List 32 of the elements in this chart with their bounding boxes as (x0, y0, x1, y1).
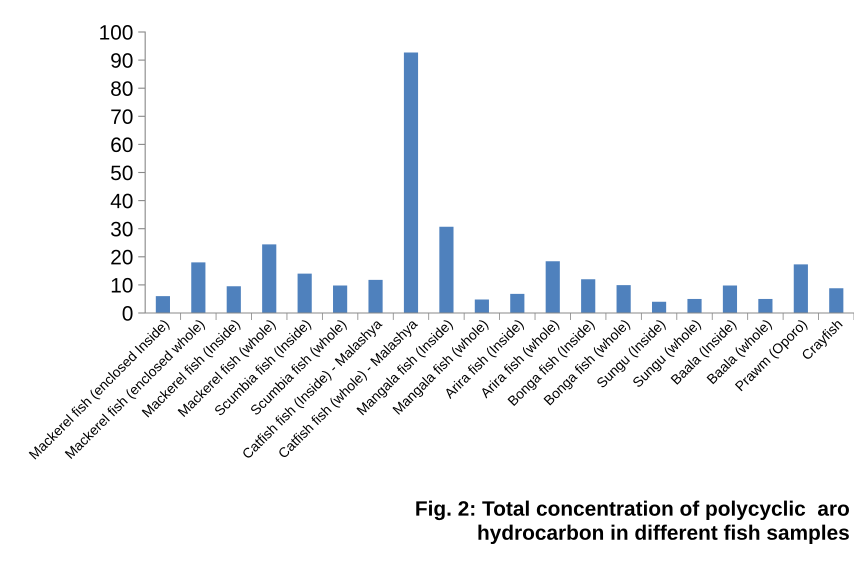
bar (829, 288, 844, 313)
bar (404, 52, 418, 313)
bar (191, 262, 206, 313)
bar (368, 280, 383, 313)
y-tick-label: 20 (111, 250, 133, 265)
y-tick-label: 70 (111, 109, 133, 124)
bar (794, 264, 808, 313)
bar (439, 226, 454, 313)
bar (262, 244, 276, 313)
bar (546, 261, 560, 313)
bar (758, 298, 772, 313)
bar (226, 286, 241, 313)
y-tick-label: 100 (100, 25, 133, 40)
bar (616, 285, 631, 313)
bar (687, 298, 702, 313)
bar (333, 285, 348, 313)
bar (156, 296, 170, 313)
y-tick-label: 80 (111, 81, 133, 96)
bar (510, 294, 524, 313)
text: Fig. 2: Total concentration of polycyclic aro hydrocarbon in different fish samples (416, 500, 849, 544)
y-tick-label: 10 (112, 278, 133, 293)
y-tick-label: 90 (111, 53, 133, 68)
y-tick-label: 0 (122, 306, 133, 321)
y-tick-label: 60 (111, 137, 133, 152)
bar (298, 274, 312, 313)
bar (581, 279, 596, 313)
bar (722, 285, 738, 313)
bar (652, 302, 666, 313)
bar (474, 300, 489, 313)
y-tick-label: 30 (111, 222, 133, 236)
y-tick-label: 50 (111, 166, 133, 180)
y-tick-label: 40 (110, 194, 133, 208)
